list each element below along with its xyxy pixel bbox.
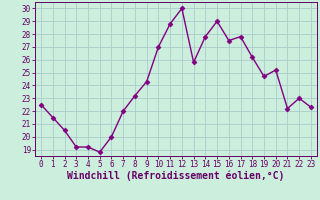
X-axis label: Windchill (Refroidissement éolien,°C): Windchill (Refroidissement éolien,°C)	[67, 171, 285, 181]
